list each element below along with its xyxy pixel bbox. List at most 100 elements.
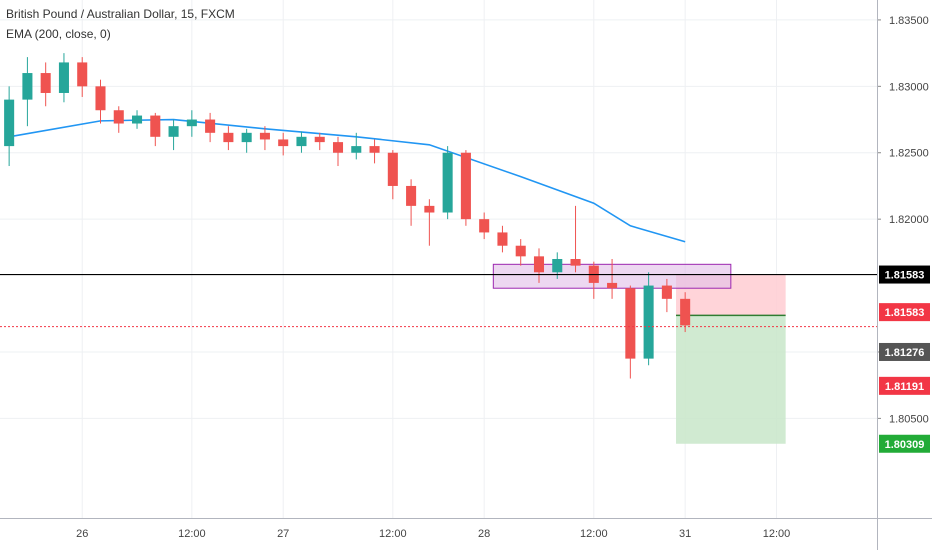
candle xyxy=(168,119,179,151)
price-tag: 1.81276 xyxy=(879,342,930,361)
candle-body xyxy=(661,285,672,299)
candle xyxy=(406,179,417,226)
candle xyxy=(205,112,216,143)
price-tag-bg xyxy=(879,342,930,361)
candle-body xyxy=(387,152,398,186)
candle xyxy=(58,53,69,103)
candle xyxy=(643,272,654,366)
candle-body xyxy=(533,256,545,273)
y-tick-label: 1.82000 xyxy=(889,214,929,226)
candle-body xyxy=(4,99,15,147)
price-tag: 1.81583 xyxy=(879,265,930,284)
price-tag: 1.81583 xyxy=(879,303,930,322)
candle xyxy=(296,131,307,153)
candle-body xyxy=(296,136,307,147)
chart-title: British Pound / Australian Dollar, 15, F… xyxy=(6,7,235,21)
candle xyxy=(4,86,15,167)
candle-body xyxy=(40,73,51,93)
price-tag-label: 1.80309 xyxy=(885,439,925,451)
candle-body xyxy=(168,126,179,137)
x-tick-label: 31 xyxy=(679,528,691,540)
candle xyxy=(515,239,526,266)
price-tag-bg xyxy=(879,376,930,395)
candle-body xyxy=(424,205,435,213)
price-tag: 1.81191 xyxy=(879,376,930,395)
candle xyxy=(132,110,143,129)
candle xyxy=(314,132,325,151)
candle xyxy=(351,132,362,160)
candle xyxy=(607,259,618,299)
candle xyxy=(424,199,435,246)
candle-body xyxy=(132,115,143,124)
candle xyxy=(150,112,161,147)
price-tag-label: 1.81276 xyxy=(885,347,925,359)
candle-body xyxy=(479,219,490,233)
price-tag-bg xyxy=(879,434,930,453)
y-tick-label: 1.82500 xyxy=(889,148,929,160)
candle xyxy=(95,79,106,124)
candle xyxy=(113,106,124,133)
candle-body xyxy=(22,73,33,100)
candle xyxy=(625,285,636,379)
candle xyxy=(661,278,672,313)
price-tags: 1.81583 1.81583 1.81276 1.81191 1.80309 xyxy=(879,265,930,453)
candle-body xyxy=(95,86,106,111)
x-tick-label: 26 xyxy=(76,528,88,540)
candle xyxy=(22,57,33,127)
price-tag-bg xyxy=(879,265,930,284)
indicator-legend: EMA (200, close, 0) xyxy=(6,27,111,41)
candle-body xyxy=(552,259,563,273)
candle-body xyxy=(351,146,362,153)
candle-body xyxy=(460,152,471,220)
x-tick-label: 28 xyxy=(478,528,490,540)
candle-body xyxy=(607,282,618,289)
candle-body xyxy=(332,142,344,153)
candle-body xyxy=(241,132,252,143)
candle-body xyxy=(278,139,289,147)
candle xyxy=(570,205,581,273)
price-lines xyxy=(0,273,877,328)
candle xyxy=(77,57,88,97)
y-tick-label: 1.83500 xyxy=(889,15,929,27)
candle xyxy=(40,62,51,107)
candle-body xyxy=(150,115,161,137)
x-tick-label: 27 xyxy=(277,528,289,540)
candle xyxy=(680,292,691,333)
candle-body xyxy=(77,62,88,87)
candle xyxy=(387,150,398,200)
candle-body xyxy=(369,146,380,153)
x-tick-label: 12:00 xyxy=(178,528,206,540)
candle-body xyxy=(406,185,417,206)
x-tick-label: 12:00 xyxy=(580,528,608,540)
candle xyxy=(259,126,270,151)
candle xyxy=(479,212,490,240)
candle xyxy=(442,146,453,220)
candle-body xyxy=(186,119,197,127)
candle xyxy=(497,225,508,253)
x-tick-label: 12:00 xyxy=(763,528,791,540)
price-tag-label: 1.81583 xyxy=(885,307,925,319)
candle-body xyxy=(205,119,216,133)
candle xyxy=(278,132,289,156)
candle-body xyxy=(442,152,453,213)
take-profit-zone xyxy=(676,315,786,444)
candle xyxy=(533,248,545,283)
candle xyxy=(369,139,380,164)
price-tag: 1.80309 xyxy=(879,434,930,453)
y-tick-label: 1.80500 xyxy=(889,413,929,425)
candle xyxy=(186,110,197,137)
price-tag-label: 1.81191 xyxy=(885,381,924,393)
y-tick-label: 1.83000 xyxy=(889,81,929,93)
candle xyxy=(241,128,252,153)
candle-body xyxy=(570,259,581,266)
candle-body xyxy=(223,132,234,143)
price-tag-bg xyxy=(879,303,930,322)
candle-body xyxy=(314,136,325,143)
candle xyxy=(332,136,344,167)
candle-body xyxy=(113,110,124,124)
candle xyxy=(460,150,471,226)
candle-body xyxy=(58,62,69,93)
price-tag-label: 1.81583 xyxy=(885,270,925,282)
